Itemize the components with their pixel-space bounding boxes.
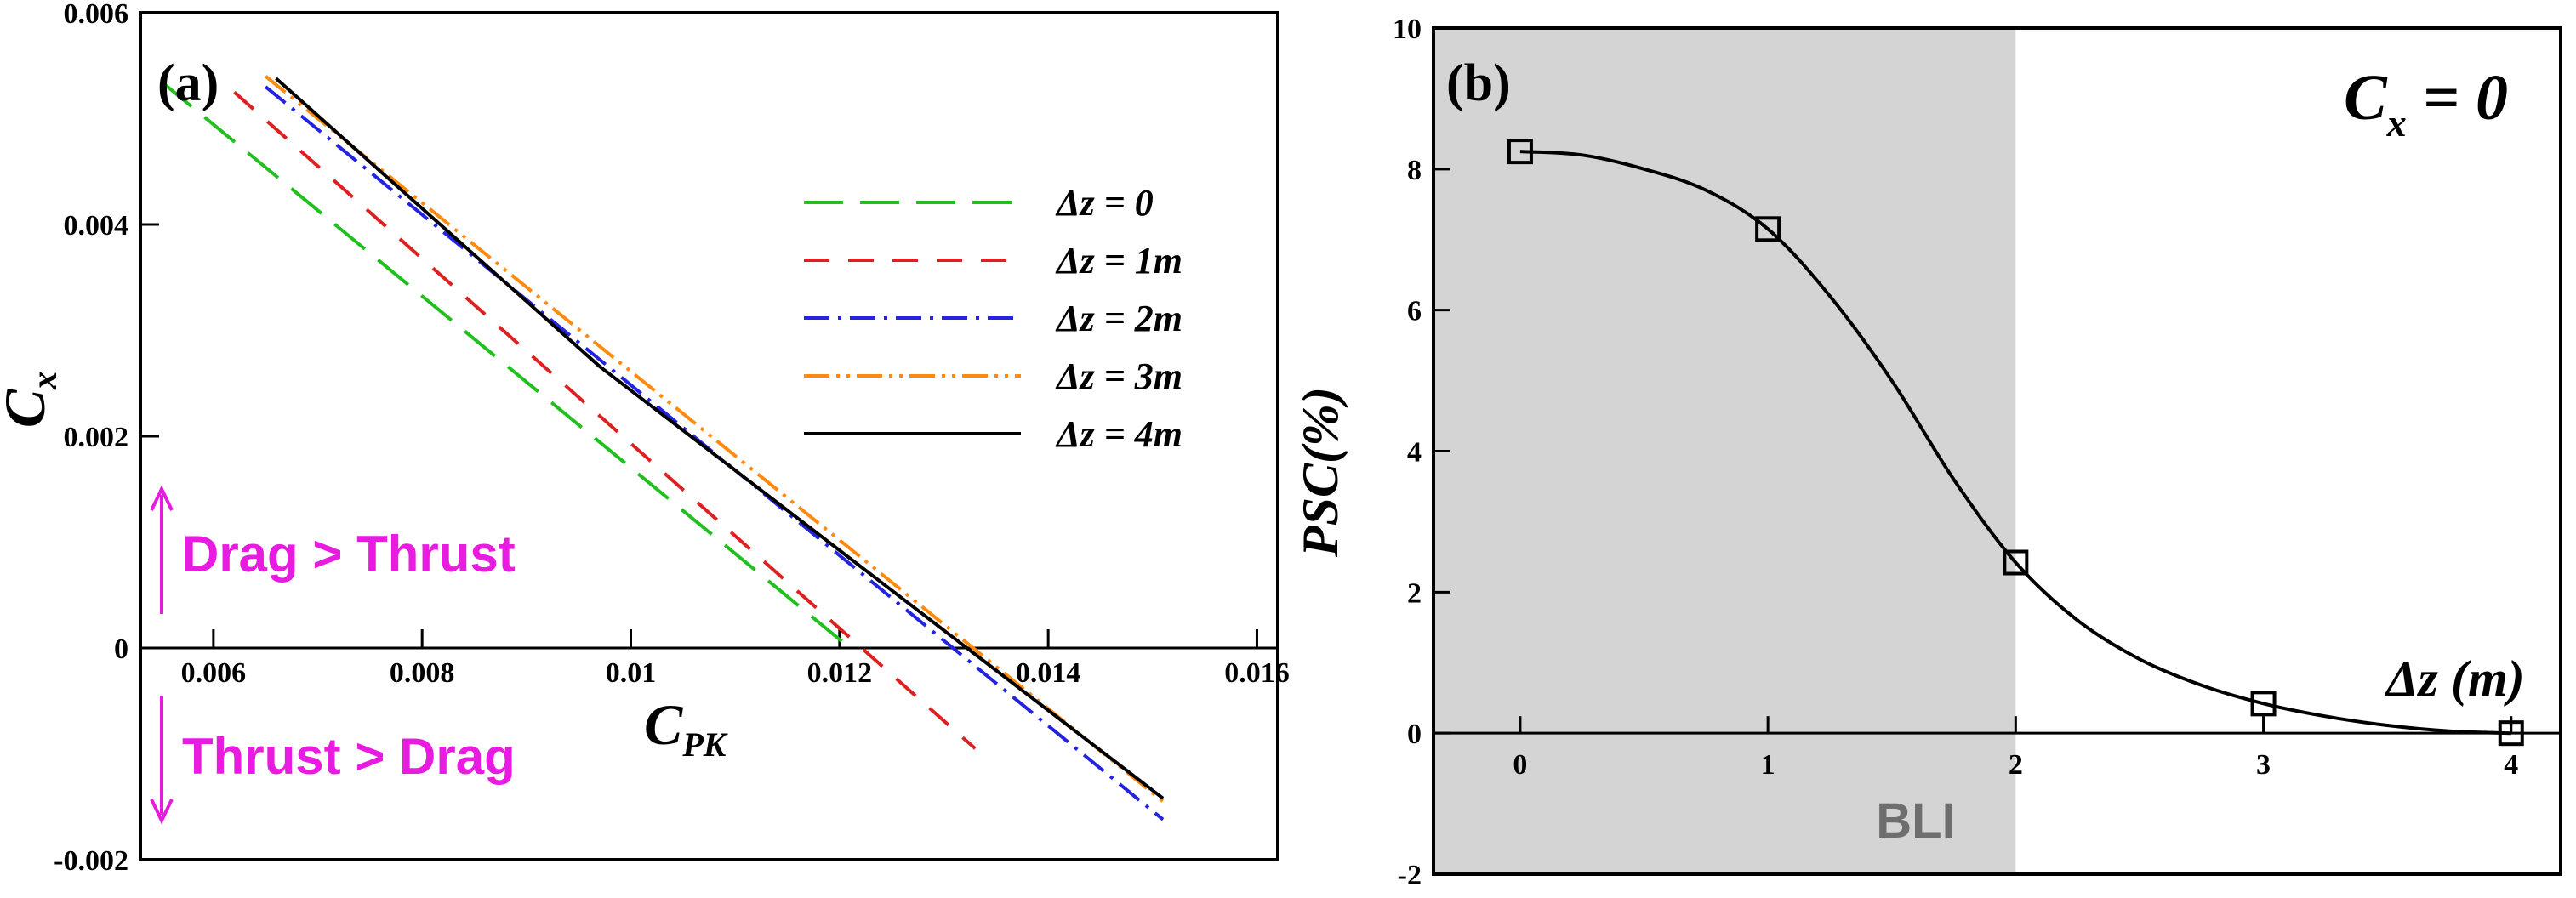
y-tick-label-a: 0 — [114, 634, 128, 665]
y-tick-label-b: 4 — [1407, 437, 1422, 469]
legend-label-2: Δz = 2m — [1055, 298, 1183, 339]
y-tick-label-a: 0.004 — [64, 210, 129, 242]
panel-label-a: (a) — [157, 54, 219, 112]
x-tick-label-b: 3 — [2256, 749, 2271, 781]
y-tick-label-b: 0 — [1407, 719, 1422, 750]
data-point-marker — [1507, 139, 1533, 165]
svg-text:Thrust > Drag: Thrust > Drag — [182, 728, 516, 785]
x-axis-label-a: CPK — [644, 692, 728, 764]
x-tick-label-a: 0.01 — [606, 657, 657, 689]
bli-shaded-region — [1433, 28, 2016, 874]
svg-text:Drag > Thrust: Drag > Thrust — [182, 526, 516, 583]
y-tick-label-a: 0.006 — [64, 0, 129, 30]
series-line-2 — [264, 85, 1165, 821]
y-tick-label-b: 2 — [1407, 577, 1422, 609]
annotation-drag-gt-thrust: Drag > Thrust — [150, 485, 516, 614]
bli-label: BLI — [1876, 793, 1955, 849]
x-tick-label-a: 0.014 — [1016, 657, 1081, 689]
x-tick-label-a: 0.016 — [1224, 657, 1290, 689]
svg-text:Cx: Cx — [0, 372, 65, 428]
y-tick-label-b: 10 — [1393, 14, 1422, 45]
x-tick-label-b: 1 — [1761, 749, 1775, 781]
x-tick-label-b: 2 — [2009, 749, 2023, 781]
psc-curve — [1519, 150, 2511, 736]
y-tick-label-b: -2 — [1398, 860, 1422, 891]
y-tick-label-a: -0.002 — [54, 845, 128, 877]
series-line-4 — [275, 77, 1165, 800]
series-line-3 — [264, 75, 1165, 804]
y-axis-label-b: PSC(%) — [1292, 387, 1348, 558]
panel-b: BLI 0 1 2 3 4 -2 0 2 4 6 8 10 (b) Cx = 0 PSC(%) Δz … — [1292, 14, 2562, 891]
x-tick-label-a: 0.012 — [807, 657, 873, 689]
y-axis-label-a: Cx — [0, 372, 65, 428]
y-tick-label-a: 0.002 — [64, 422, 129, 453]
legend-label-1: Δz = 1m — [1055, 240, 1183, 281]
svg-text:PSC(%): PSC(%) — [1292, 387, 1348, 558]
data-point-marker — [2498, 720, 2524, 747]
panel-a: 0.006 0.008 0.01 0.012 0.014 0.016 -0.002 0 0.00… — [0, 0, 1290, 877]
annotation-thrust-gt-drag: Thrust > Drag — [150, 696, 516, 825]
series-line-1 — [233, 90, 977, 750]
data-point-marker — [1755, 216, 1781, 242]
x-tick-label-a: 0.006 — [181, 657, 247, 689]
legend-label-4: Δz = 4m — [1055, 413, 1183, 455]
panel-label-b: (b) — [1446, 54, 1511, 112]
y-tick-label-b: 8 — [1407, 155, 1422, 186]
legend-a: Δz = 0 Δz = 1m Δz = 2m Δz = 3m Δz = 4m — [804, 182, 1183, 455]
x-tick-label-b: 4 — [2504, 749, 2518, 781]
x-axis-label-b: Δz (m) — [2385, 651, 2525, 707]
plot-frame-b — [1432, 26, 2562, 876]
legend-label-0: Δz = 0 — [1055, 182, 1154, 224]
data-point-marker — [2003, 549, 2029, 576]
series-line-0 — [160, 80, 852, 650]
x-tick-label-b: 0 — [1513, 749, 1527, 781]
x-tick-label-a: 0.008 — [390, 657, 455, 689]
y-tick-label-b: 6 — [1407, 296, 1422, 327]
data-point-marker — [2250, 691, 2277, 717]
cx-equals-zero-annotation: Cx = 0 — [2344, 62, 2508, 145]
legend-label-3: Δz = 3m — [1055, 355, 1183, 397]
